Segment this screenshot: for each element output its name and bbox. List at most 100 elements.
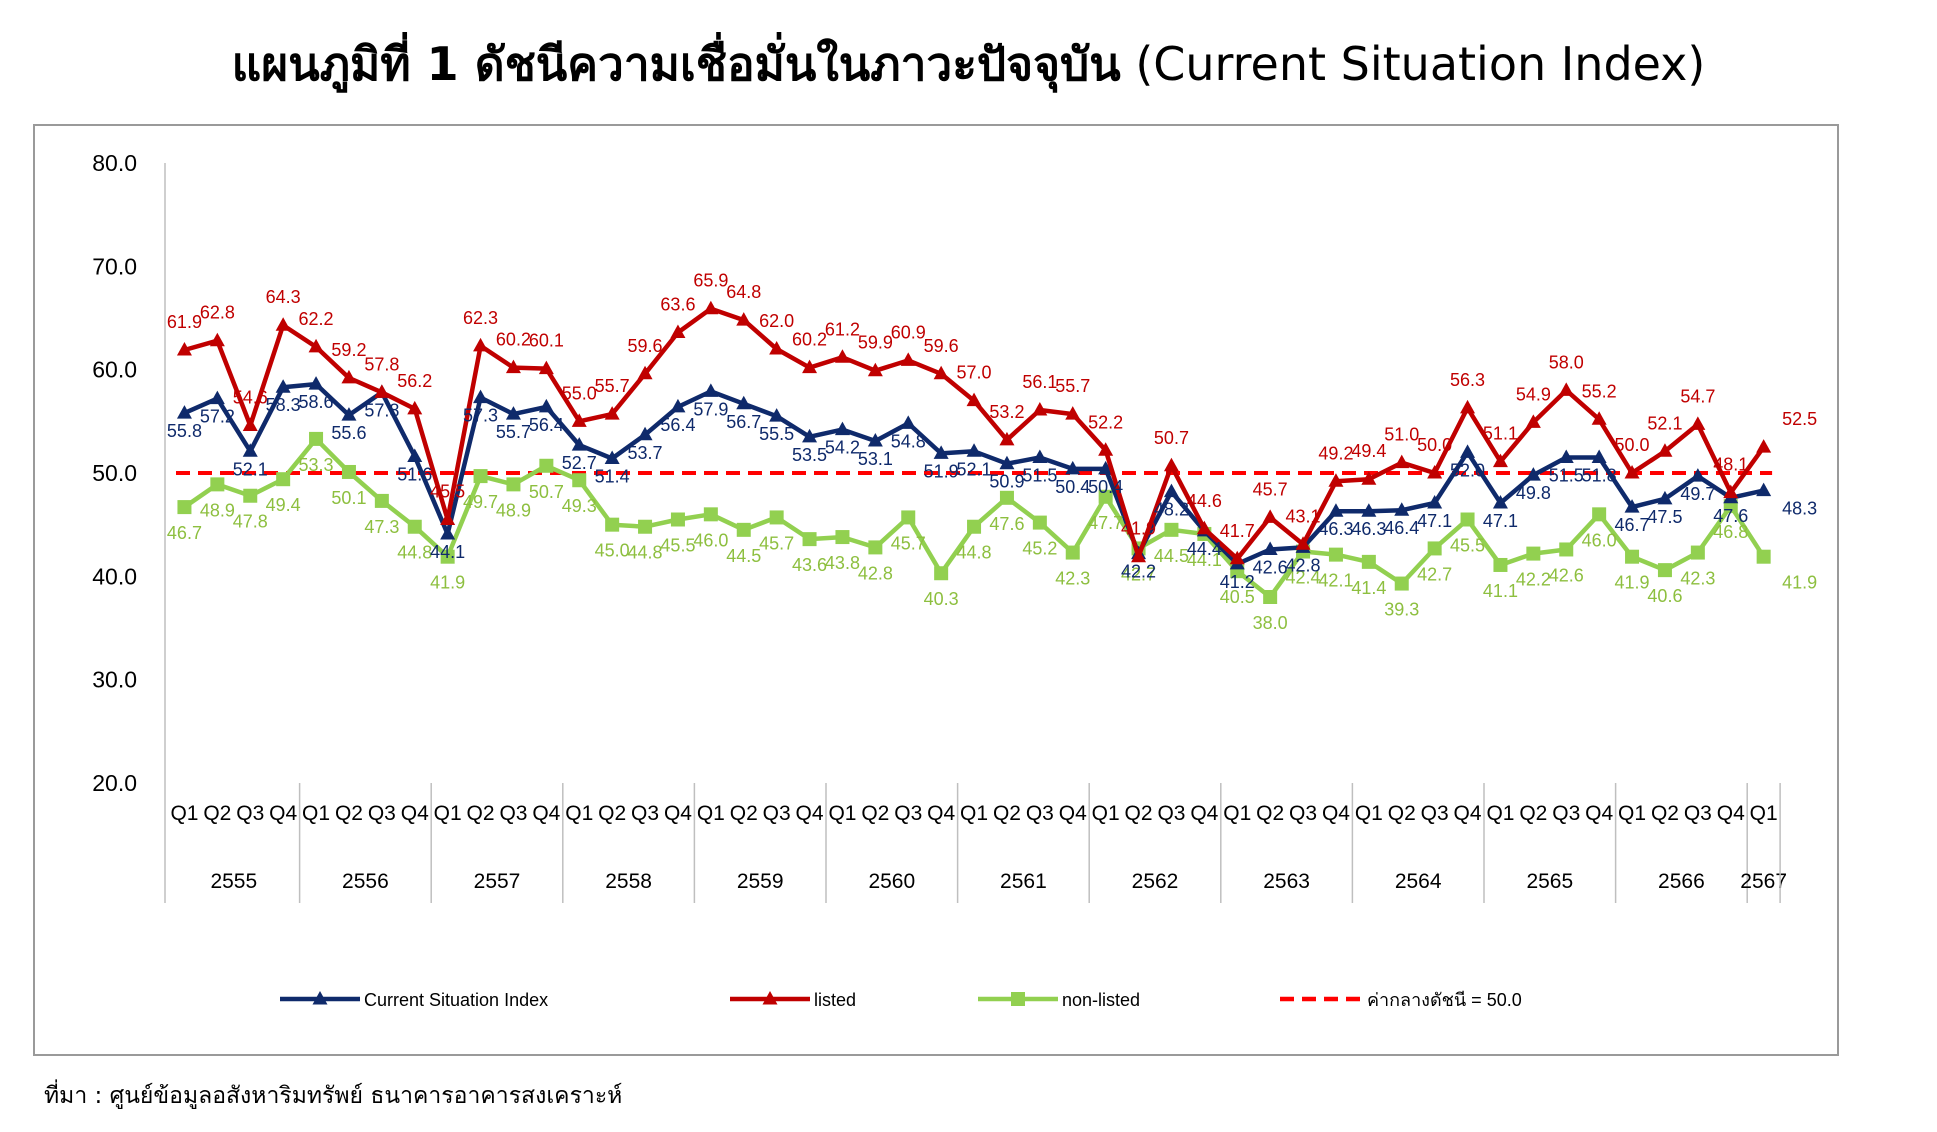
quarter-label: Q2: [467, 802, 495, 825]
data-label: 59.9: [858, 333, 893, 353]
legend-label: non-listed: [1062, 990, 1140, 1010]
data-point-marker: [1624, 465, 1640, 479]
data-label: 57.2: [200, 407, 235, 427]
data-point-marker: [1625, 549, 1640, 564]
data-label: 53.1: [858, 449, 893, 469]
quarter-label: Q2: [861, 802, 889, 825]
data-label: 52.5: [1782, 409, 1817, 429]
data-label: 49.4: [1351, 441, 1386, 461]
data-point-marker: [1295, 536, 1311, 550]
data-label: 56.4: [660, 415, 695, 435]
data-point-marker: [736, 312, 752, 326]
quarter-label: Q4: [269, 802, 297, 825]
data-point-marker: [867, 362, 883, 377]
data-point-marker: [309, 431, 324, 446]
data-label: 40.6: [1647, 586, 1682, 606]
data-label: 51.1: [1483, 424, 1518, 444]
data-label: 56.2: [397, 371, 432, 391]
quarter-label: Q3: [631, 802, 659, 825]
data-label: 46.0: [1582, 530, 1617, 550]
data-label: 41.9: [1121, 519, 1156, 539]
data-label: 54.8: [891, 431, 926, 451]
data-point-marker: [1592, 507, 1607, 522]
year-label: 2567: [1740, 870, 1787, 893]
data-label: 45.5: [430, 482, 465, 502]
data-label: 59.2: [331, 340, 366, 360]
data-label: 42.3: [1055, 569, 1090, 589]
data-point-marker: [1065, 406, 1081, 420]
data-point-marker: [209, 390, 225, 405]
data-point-marker: [1394, 502, 1410, 516]
data-label: 48.9: [200, 500, 235, 520]
quarter-label: Q1: [960, 802, 988, 825]
data-point-marker: [933, 365, 949, 380]
data-point-marker: [407, 400, 423, 415]
data-point-marker: [967, 519, 982, 534]
data-point-marker: [604, 450, 620, 465]
data-label: 56.7: [726, 412, 761, 432]
data-point-marker: [506, 477, 521, 492]
quarter-label: Q3: [1289, 802, 1317, 825]
quarter-label: Q2: [730, 802, 758, 825]
data-point-marker: [1131, 548, 1147, 563]
data-point-marker: [1394, 454, 1410, 469]
quarter-label: Q3: [1026, 802, 1054, 825]
data-point-marker: [1657, 443, 1673, 457]
data-label: 64.3: [266, 287, 301, 307]
data-label: 55.8: [167, 421, 202, 441]
data-label: 53.3: [299, 455, 334, 475]
legend-label: Current Situation Index: [364, 990, 548, 1010]
data-label: 44.5: [726, 546, 761, 566]
quarter-label: Q2: [203, 802, 231, 825]
data-point-marker: [242, 443, 258, 457]
data-label: 52.1: [233, 459, 268, 479]
data-label: 49.8: [1516, 483, 1551, 503]
quarter-label: Q3: [1552, 802, 1580, 825]
data-point-marker: [1032, 515, 1047, 530]
data-label: 47.6: [989, 514, 1024, 534]
data-label: 44.1: [430, 542, 465, 562]
data-point-marker: [1065, 545, 1080, 560]
data-point-marker: [308, 376, 324, 390]
data-label: 41.7: [1220, 521, 1255, 541]
data-label: 52.2: [1088, 412, 1123, 432]
data-point-marker: [1361, 554, 1376, 569]
data-point-marker: [374, 493, 389, 508]
data-point-marker: [407, 448, 423, 462]
data-point-marker: [604, 406, 620, 420]
data-label: 52.1: [957, 459, 992, 479]
data-point-marker: [1394, 576, 1409, 591]
data-label: 49.7: [1680, 484, 1715, 504]
data-label: 44.5: [1154, 546, 1189, 566]
data-point-marker: [1525, 414, 1541, 428]
data-point-marker: [605, 517, 620, 532]
data-point-marker: [868, 540, 883, 555]
data-label: 51.4: [595, 467, 630, 487]
data-label: 50.4: [1088, 477, 1123, 497]
data-label: 62.3: [463, 308, 498, 328]
data-point-marker: [1493, 557, 1508, 572]
year-label: 2563: [1263, 870, 1310, 893]
data-point-marker: [934, 566, 949, 581]
data-point-marker: [1263, 590, 1278, 604]
data-label: 41.2: [1220, 572, 1255, 592]
data-point-marker: [1098, 460, 1114, 475]
data-point-marker: [505, 406, 521, 420]
data-point-marker: [1558, 449, 1574, 463]
line-chart: 20.030.040.050.060.070.080.0Q1 Q2 Q3 Q4 Q1 Q2…: [92, 150, 1817, 1010]
data-point-marker: [966, 392, 982, 407]
data-point-marker: [572, 473, 587, 488]
data-label: 58.6: [299, 392, 334, 412]
data-label: 38.0: [1253, 613, 1288, 633]
data-point-marker: [802, 428, 818, 443]
data-point-marker: [1262, 509, 1278, 523]
quarter-label: Q4: [401, 802, 429, 825]
data-label: 53.5: [792, 445, 827, 465]
data-label: 46.0: [693, 530, 728, 550]
data-label: 42.2: [1516, 570, 1551, 590]
data-label: 59.6: [924, 336, 959, 356]
data-label: 49.2: [1318, 443, 1353, 463]
data-label: 57.0: [957, 363, 992, 383]
data-point-marker: [1723, 484, 1739, 499]
data-label: 42.8: [1286, 555, 1321, 575]
